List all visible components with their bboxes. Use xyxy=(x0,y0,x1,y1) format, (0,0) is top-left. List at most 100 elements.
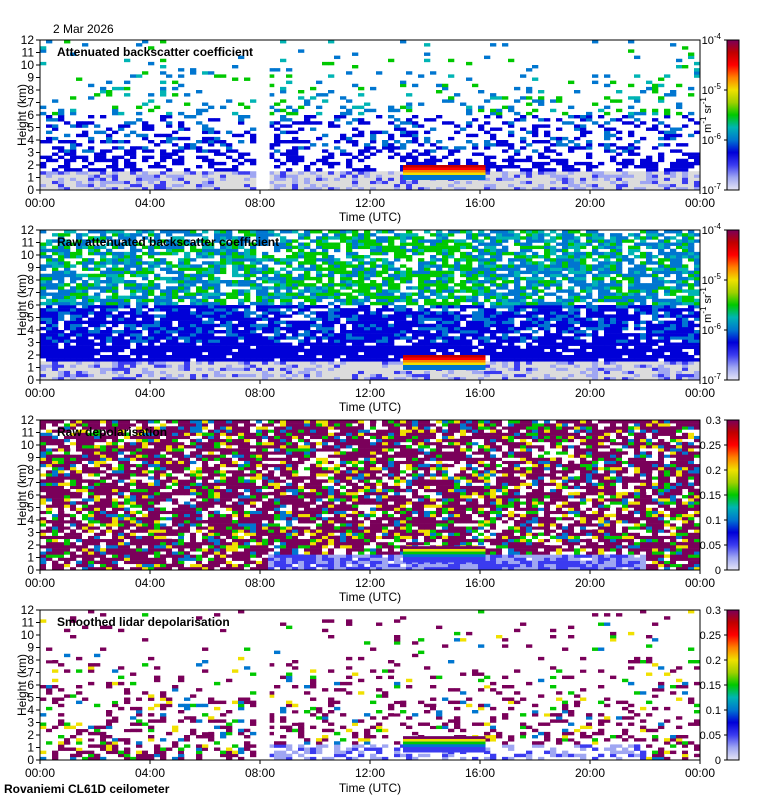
heatmap-cell xyxy=(616,311,623,315)
heatmap-cell xyxy=(424,301,431,306)
heatmap-cell xyxy=(610,174,617,178)
heatmap-cell xyxy=(574,174,581,178)
heatmap-cell xyxy=(148,345,155,350)
heatmap-cell xyxy=(370,286,377,290)
heatmap-cell xyxy=(136,298,143,303)
heatmap-cell xyxy=(40,161,47,166)
heatmap-cell xyxy=(496,336,503,340)
heatmap-cell xyxy=(562,165,569,169)
heatmap-cell xyxy=(544,305,551,309)
heatmap-cell xyxy=(316,111,323,116)
heatmap-cell xyxy=(106,373,113,378)
heatmap-cell xyxy=(418,286,425,290)
heatmap-cell xyxy=(514,152,521,156)
heatmap-cell xyxy=(250,355,257,359)
heatmap-cell xyxy=(136,270,143,275)
heatmap-cell xyxy=(274,317,281,321)
panel-title: Attenuated backscatter coefficient xyxy=(57,45,253,59)
heatmap-cell xyxy=(484,280,491,284)
heatmap-cell xyxy=(544,155,551,160)
heatmap-cell xyxy=(562,345,569,350)
heatmap-cell xyxy=(442,333,449,337)
heatmap-cell xyxy=(502,367,509,371)
heatmap-cell xyxy=(172,314,179,318)
heatmap-cell xyxy=(112,358,119,362)
heatmap-cell xyxy=(70,286,77,290)
heatmap-cell xyxy=(580,177,587,181)
heatmap-cell xyxy=(586,143,593,147)
heatmap-cell xyxy=(274,348,281,353)
heatmap-cell xyxy=(508,317,515,321)
heatmap-cell xyxy=(532,305,539,309)
heatmap-cell xyxy=(640,311,647,315)
heatmap-cell xyxy=(376,336,383,340)
heatmap-cell xyxy=(394,348,401,353)
heatmap-cell xyxy=(568,121,575,125)
heatmap-cell xyxy=(454,336,461,340)
heatmap-cell xyxy=(532,280,539,284)
heatmap-cell xyxy=(364,330,371,334)
heatmap-cell xyxy=(652,376,659,381)
heatmap-cell xyxy=(190,143,197,147)
heatmap-cell xyxy=(412,330,419,334)
heatmap-cell xyxy=(676,280,683,284)
heatmap-cell xyxy=(196,305,203,309)
heatmap-cell xyxy=(70,146,77,150)
heatmap-cell xyxy=(652,177,659,181)
heatmap-cell xyxy=(658,339,665,343)
heatmap-cell xyxy=(370,273,377,278)
heatmap-cell xyxy=(136,171,143,175)
instrument-footer: Rovaniemi CL61D ceilometer xyxy=(4,782,170,796)
heatmap-cell xyxy=(280,152,287,156)
heatmap-cell xyxy=(280,351,287,356)
heatmap-cell xyxy=(46,283,53,287)
heatmap-cell xyxy=(178,161,185,166)
heatmap-cell xyxy=(586,130,593,135)
heatmap-cell xyxy=(376,367,383,371)
heatmap-cell xyxy=(262,339,269,343)
heatmap-cell xyxy=(118,295,125,300)
heatmap-cell xyxy=(340,361,347,365)
heatmap-cell xyxy=(664,108,671,113)
heatmap-cell xyxy=(130,314,137,318)
heatmap-cell xyxy=(40,376,47,381)
heatmap-cell xyxy=(112,301,119,306)
heatmap-cell xyxy=(232,283,239,287)
heatmap-cell xyxy=(670,183,677,188)
heatmap-cell xyxy=(190,314,197,318)
heatmap-cell xyxy=(334,320,341,325)
heatmap-cell xyxy=(310,283,317,287)
heatmap-cell xyxy=(616,342,623,346)
heatmap-cell xyxy=(670,174,677,178)
heatmap-cell xyxy=(640,308,647,312)
heatmap-cell xyxy=(316,136,323,141)
heatmap-cell xyxy=(430,311,437,315)
heatmap-cell xyxy=(400,105,407,110)
heatmap-cell xyxy=(292,280,299,284)
heatmap-cell xyxy=(274,370,281,375)
heatmap-cell xyxy=(574,146,581,150)
heatmap-cell xyxy=(148,93,155,97)
heatmap-cell xyxy=(358,358,365,362)
heatmap-cell xyxy=(244,152,251,156)
heatmap-cell xyxy=(226,342,233,346)
heatmap-cell xyxy=(370,351,377,356)
heatmap-cell xyxy=(286,180,293,185)
heatmap-cell xyxy=(148,149,155,153)
heatmap-cell xyxy=(358,305,365,309)
heatmap-cell xyxy=(250,183,257,188)
heatmap-cell xyxy=(670,361,677,365)
heatmap-cell xyxy=(622,149,629,153)
heatmap-cell xyxy=(634,336,641,340)
heatmap-cell xyxy=(406,152,413,156)
heatmap-cell xyxy=(118,370,125,375)
heatmap-cell xyxy=(232,111,239,116)
heatmap-cell xyxy=(376,149,383,153)
heatmap-cell xyxy=(190,348,197,353)
heatmap-cell xyxy=(190,283,197,287)
heatmap-cell xyxy=(346,186,353,191)
heatmap-cell xyxy=(250,342,257,346)
heatmap-cell xyxy=(58,183,65,188)
heatmap-cell xyxy=(502,140,509,144)
heatmap-cell xyxy=(550,280,557,284)
